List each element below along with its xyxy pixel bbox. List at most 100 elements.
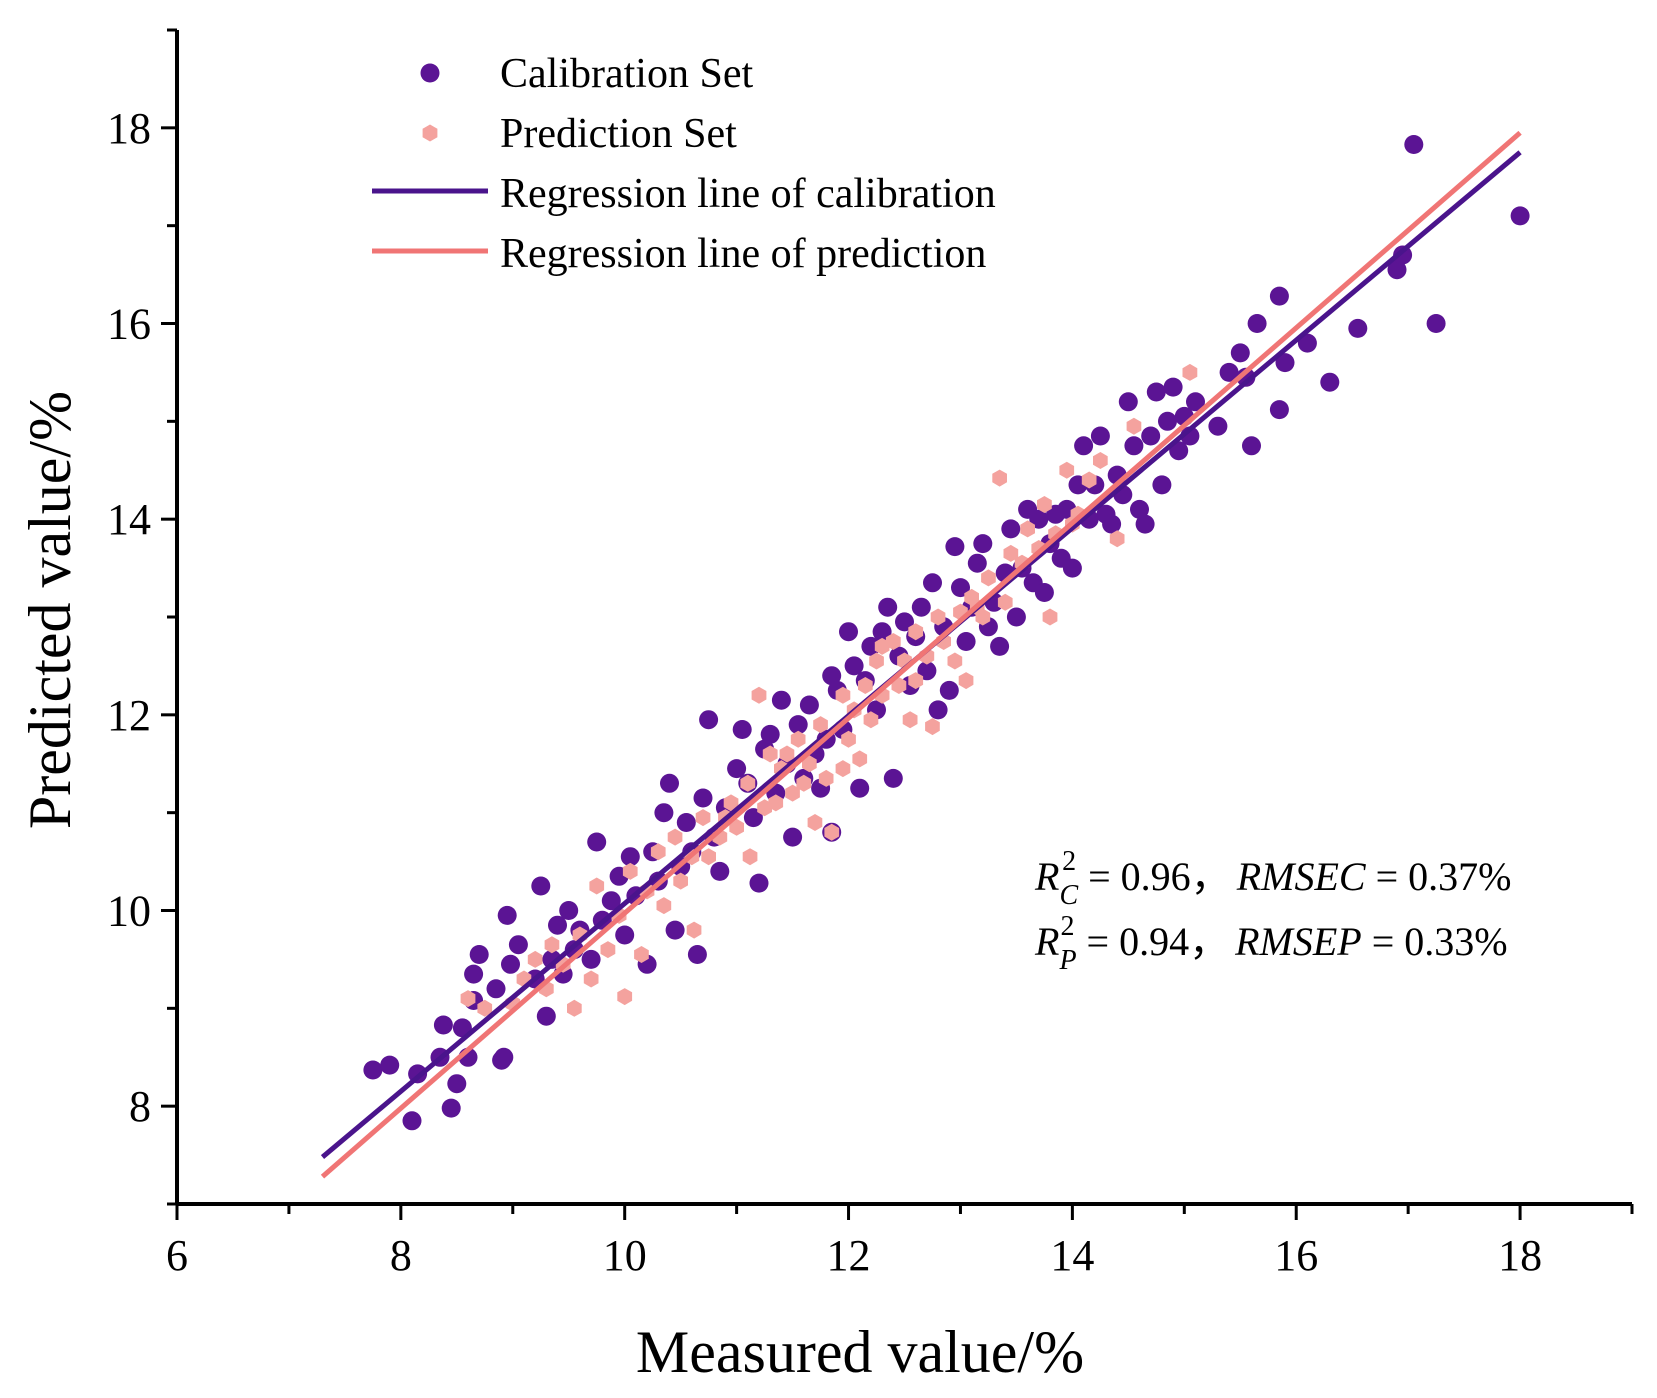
calibration-point (447, 1074, 467, 1094)
prediction-point (981, 569, 996, 587)
calibration-point (1001, 519, 1021, 539)
calibration-point (1297, 333, 1317, 353)
prediction-point (818, 769, 834, 787)
calibration-point (581, 949, 601, 969)
prediction-point (583, 970, 599, 988)
calibration-point (1034, 583, 1054, 602)
calibration-point (699, 710, 719, 730)
annotation-calibration: RC2 = 0.96， RMSEC = 0.37% (1034, 846, 1511, 911)
prediction-point (617, 988, 633, 1006)
prediction-point (723, 794, 739, 812)
calibration-point (1320, 372, 1340, 392)
x-tick-label: 16 (1274, 1231, 1318, 1280)
y-tick-label: 14 (107, 495, 151, 544)
prediction-point (762, 745, 778, 763)
svg-text:RP2= 0.94，RMSEP= 0.33%: RP2 = 0.94， RMSEP = 0.33% (1034, 911, 1508, 976)
prediction-point (1020, 520, 1035, 538)
calibration-point (1135, 514, 1155, 534)
y-tick-label: 8 (129, 1082, 151, 1131)
calibration-point (956, 632, 976, 651)
calibration-point (923, 573, 942, 593)
prediction-point (1182, 363, 1198, 381)
prediction-point (1109, 530, 1125, 548)
prediction-point (908, 623, 924, 641)
prediction-point (751, 686, 767, 704)
calibration-point (687, 945, 707, 964)
x-axis-title: Measured value/% (636, 1319, 1084, 1385)
calibration-point (497, 905, 517, 925)
regression-lines-group (320, 130, 1522, 1179)
y-tick-label: 12 (107, 691, 151, 740)
calibration-point (531, 876, 551, 896)
calibration-point (1074, 436, 1094, 456)
calibration-point (710, 861, 730, 881)
annotation-prediction: RP2 = 0.94， RMSEP = 0.33% (1034, 911, 1508, 976)
calibration-point (660, 773, 679, 793)
prediction-point (902, 711, 918, 729)
prediction-point (1126, 417, 1142, 435)
calibration-point (693, 788, 713, 808)
calibration-point (1404, 135, 1424, 154)
calibration-point (1219, 362, 1239, 382)
calibration-point (973, 534, 993, 554)
annotation-cal-sup: 2 (1062, 846, 1076, 877)
calibration-point (363, 1060, 383, 1080)
prediction-point (835, 760, 851, 778)
prediction-point (785, 784, 800, 802)
annotation-cal-metric: RMSEC (1236, 854, 1367, 899)
calibration-point (1242, 436, 1261, 456)
prediction-point (802, 755, 817, 773)
annotation-pred-r2-value: = 0.94， (1087, 919, 1230, 964)
prediction-point (925, 718, 940, 736)
calibration-point (1348, 318, 1368, 338)
prediction-point (622, 862, 638, 880)
calibration-point (1247, 314, 1267, 333)
legend-label: Calibration Set (500, 51, 753, 97)
calibration-point (1158, 411, 1177, 431)
prediction-point (701, 848, 716, 866)
prediction-point (634, 946, 649, 963)
calibration-point (1269, 286, 1289, 306)
calibration-point (501, 954, 520, 974)
annotation-cal-r: R (1034, 854, 1059, 899)
calibration-point (1393, 245, 1413, 265)
calibration-point (945, 537, 965, 557)
calibration-point (878, 597, 898, 617)
y-axis-title: Predicted value/% (17, 391, 83, 829)
prediction-point (947, 652, 963, 670)
prediction-point (835, 686, 851, 704)
calibration-point (494, 1047, 514, 1067)
calibration-point (536, 1006, 556, 1026)
legend-marker-prediction (422, 124, 438, 142)
calibration-point (615, 925, 635, 945)
prediction-point (824, 823, 840, 841)
calibration-point (1102, 514, 1122, 534)
calibration-point (654, 803, 674, 823)
calibration-point (732, 720, 752, 739)
prediction-point (885, 633, 901, 650)
prediction-point (673, 872, 688, 890)
y-tick-label: 16 (107, 300, 151, 349)
calibration-point (433, 1015, 453, 1035)
calibration-point (822, 666, 842, 686)
prediction-point (790, 730, 806, 748)
calibration-point (380, 1055, 400, 1075)
prediction-point (742, 848, 758, 866)
legend-marker-calibration (420, 63, 440, 83)
calibration-point (799, 695, 819, 715)
calibration-point (990, 636, 1010, 656)
prediction-point (891, 677, 907, 694)
calibration-point (1141, 426, 1161, 446)
prediction-point (757, 799, 772, 817)
prediction-point (589, 877, 605, 895)
calibration-point (1387, 260, 1407, 280)
prediction-point (544, 936, 560, 954)
calibration-point (883, 768, 903, 788)
x-tick-label: 14 (1050, 1231, 1094, 1280)
calibration-point (872, 622, 892, 642)
prediction-point (796, 774, 812, 792)
prediction-point (869, 652, 884, 670)
calibration-point (967, 553, 987, 573)
annotation-pred-sub: P (1058, 945, 1076, 976)
